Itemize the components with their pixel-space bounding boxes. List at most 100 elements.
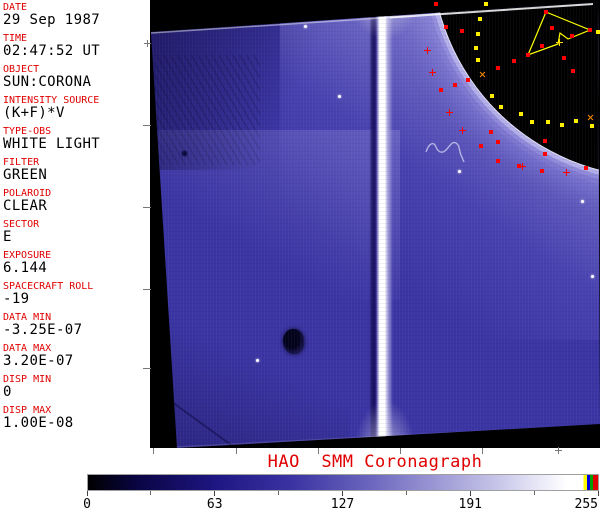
overlay-svg (526, 11, 592, 57)
metadata-field: DATE 29 Sep 1987 (3, 2, 149, 28)
colorbar-tick-label: 255 (574, 497, 598, 512)
yellow-dot-marker (484, 2, 488, 6)
red-dot-marker (512, 59, 516, 63)
field-value: CLEAR (3, 198, 48, 214)
field-value: 3.20E-07 (3, 353, 74, 369)
red-cross-marker (562, 168, 570, 176)
red-dot-marker (550, 26, 554, 30)
red-dot-marker (453, 83, 457, 87)
yellow-dot-marker (476, 32, 480, 36)
red-dot-marker (570, 34, 574, 38)
metadata-field: OBJECT SUN:CORONA (3, 64, 149, 90)
red-dot-marker (584, 166, 588, 170)
metadata-field: POLAROID CLEAR (3, 188, 149, 214)
white-speck (580, 199, 584, 203)
field-label: OBJECT (3, 64, 40, 75)
red-dot-marker (544, 10, 548, 14)
white-speck (457, 169, 461, 173)
red-cross-marker (423, 46, 431, 54)
field-label: FILTER (3, 157, 40, 168)
yellow-outline-marker (526, 11, 592, 57)
red-dot-marker (489, 130, 493, 134)
metadata-field: DISP MIN 0 (3, 374, 149, 400)
metadata-field: SPACECRAFT ROLL -19 (3, 281, 149, 307)
metadata-field: INTENSITY SOURCE (K+F)*V (3, 95, 149, 121)
red-cross-marker (445, 108, 453, 116)
yellow-dot-marker (474, 46, 478, 50)
red-dot-marker (540, 44, 544, 48)
field-label: SPACECRAFT ROLL (3, 281, 94, 292)
yellow-dot-marker (519, 112, 523, 116)
field-value: -19 (3, 291, 30, 307)
colorbar-minor-tick (278, 491, 280, 495)
colorbar-axis: 0 63 127 191 255 (83, 491, 599, 512)
coronagraph-image (150, 0, 600, 448)
red-dot-marker (562, 56, 566, 60)
figure-title: HAO SMM Coronagraph (267, 452, 483, 472)
red-dot-marker (439, 88, 443, 92)
red-dot-marker (543, 139, 547, 143)
red-cross-marker (518, 162, 526, 170)
field-value: (K+F)*V (3, 105, 65, 121)
white-speck (337, 94, 341, 98)
colorbar-tick-label: 127 (330, 497, 355, 512)
field-value: E (3, 229, 12, 245)
red-dot-marker (496, 66, 500, 70)
field-value: 1.00E-08 (3, 415, 74, 431)
colorbar-tick (86, 491, 88, 496)
yellow-dot-marker (590, 124, 594, 128)
red-cross-marker (428, 68, 436, 76)
metadata-field: EXPOSURE 6.144 (3, 250, 149, 276)
metadata-field: TIME 02:47:52 UT (3, 33, 149, 59)
field-label: EXPOSURE (3, 250, 52, 261)
field-label: DATA MIN (3, 312, 52, 323)
field-label: SECTOR (3, 219, 40, 230)
field-value: 6.144 (3, 260, 48, 276)
yellow-dot-marker (499, 105, 503, 109)
metadata-field: DATA MIN -3.25E-07 (3, 312, 149, 338)
white-speck (303, 24, 307, 28)
marker-layer (150, 0, 600, 448)
red-cross-marker (458, 126, 466, 134)
colorbar-tick (597, 491, 599, 496)
white-speck (255, 358, 259, 362)
field-label: DATE (3, 2, 28, 13)
red-dot-marker (479, 144, 483, 148)
red-dot-marker (466, 78, 470, 82)
colorbar-minor-tick (150, 491, 152, 495)
yellow-dot-marker (476, 58, 480, 62)
yellow-dot-marker (560, 123, 564, 127)
red-dot-marker (526, 53, 530, 57)
red-dot-marker (543, 152, 547, 156)
coronagraph-photo (151, 2, 600, 448)
colorbar-tick (214, 491, 216, 496)
white-speck (590, 274, 594, 278)
field-label: DISP MIN (3, 374, 52, 385)
colorbar-tick-label: 63 (206, 497, 223, 512)
red-dot-marker (496, 159, 500, 163)
colorbar-tick-label: 0 (83, 497, 91, 512)
field-label: POLAROID (3, 188, 52, 199)
yellow-dot-marker (490, 94, 494, 98)
field-label: INTENSITY SOURCE (3, 95, 100, 106)
field-label: DATA MAX (3, 343, 52, 354)
metadata-field: DATA MAX 3.20E-07 (3, 343, 149, 369)
field-value: WHITE LIGHT (3, 136, 101, 152)
yellow-cross-marker (555, 38, 563, 46)
yellow-dot-marker (478, 17, 482, 21)
red-dot-marker (444, 25, 448, 29)
field-value: GREEN (3, 167, 48, 183)
field-label: TYPE-OBS (3, 126, 52, 137)
yellow-dot-marker (574, 119, 578, 123)
colorbar-tick (342, 491, 343, 496)
red-dot-marker (588, 28, 592, 32)
colorbar-minor-tick (533, 491, 535, 495)
red-dot-marker (540, 169, 544, 173)
red-dot-marker (496, 140, 500, 144)
metadata-field: DISP MAX 1.00E-08 (3, 405, 149, 431)
red-dot-marker (434, 2, 438, 6)
colorbar-minor-tick (405, 491, 407, 495)
metadata-field: FILTER GREEN (3, 157, 149, 183)
colorbar-tick (469, 491, 471, 496)
yellow-dot-marker (530, 120, 534, 124)
